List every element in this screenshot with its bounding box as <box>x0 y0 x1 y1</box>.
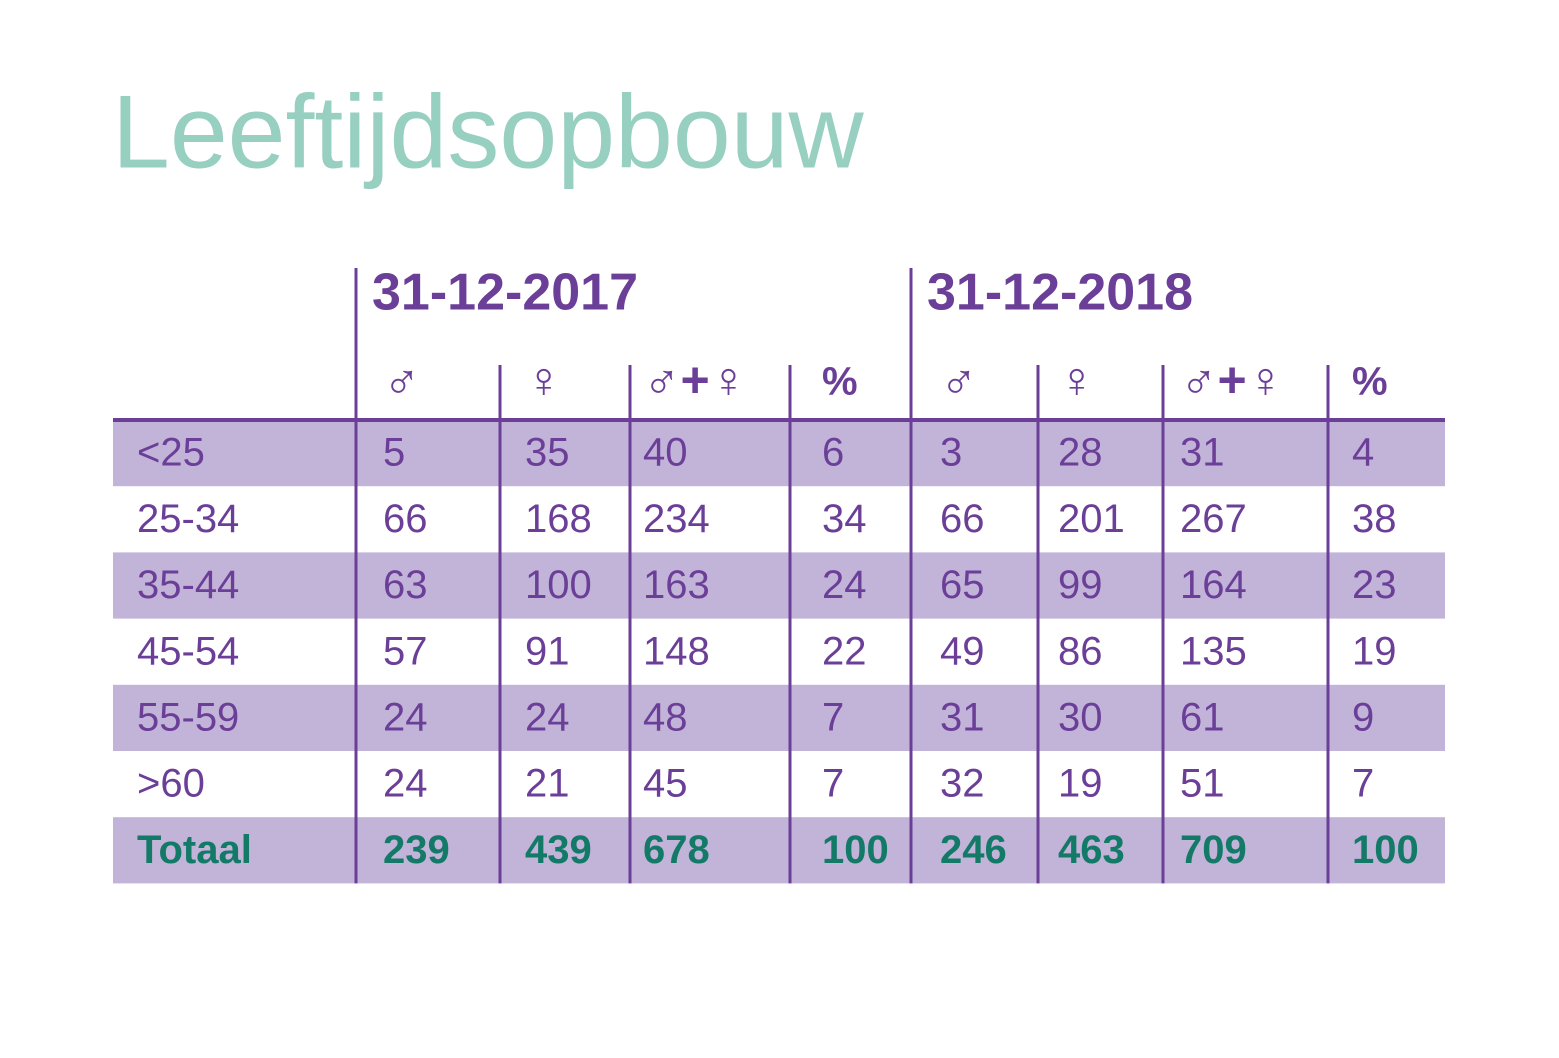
cell: 7 <box>1352 762 1374 806</box>
cell: 28 <box>1058 431 1103 475</box>
cell: 19 <box>1352 629 1397 673</box>
cell: 57 <box>383 629 428 673</box>
cell: 24 <box>525 695 570 739</box>
cell: 7 <box>822 695 844 739</box>
column-header: ♂+♀ <box>1180 352 1284 408</box>
cell: 65 <box>940 563 985 607</box>
row-shade <box>113 552 1445 619</box>
cell: 86 <box>1058 629 1103 673</box>
total-cell: 678 <box>643 828 710 872</box>
cell: 35 <box>525 431 570 475</box>
cell: 267 <box>1180 497 1247 541</box>
cell: 48 <box>643 695 688 739</box>
cell: 66 <box>940 497 985 541</box>
cell: 25-34 <box>137 497 239 541</box>
cell: 40 <box>643 431 688 475</box>
cell: 5 <box>383 431 405 475</box>
column-header: % <box>822 360 858 404</box>
cell: 135 <box>1180 629 1247 673</box>
cell: 3 <box>940 431 962 475</box>
total-cell: 439 <box>525 828 592 872</box>
total-cell: 246 <box>940 828 1007 872</box>
cell: 31 <box>1180 431 1225 475</box>
total-cell: Totaal <box>137 828 252 872</box>
cell: 30 <box>1058 695 1103 739</box>
cell: 45-54 <box>137 629 239 673</box>
cell: 164 <box>1180 563 1247 607</box>
cell: 23 <box>1352 563 1397 607</box>
cell: 35-44 <box>137 563 239 607</box>
cell: 24 <box>383 695 428 739</box>
column-header: ♂ <box>383 352 421 408</box>
cell: 45 <box>643 762 688 806</box>
row-shade <box>113 420 1445 487</box>
cell: 66 <box>383 497 428 541</box>
column-header: ♂ <box>940 352 978 408</box>
total-cell: 239 <box>383 828 450 872</box>
cell: 100 <box>525 563 592 607</box>
cell: >60 <box>137 762 205 806</box>
cell: 24 <box>822 563 867 607</box>
cell: <25 <box>137 431 205 475</box>
total-cell: 463 <box>1058 828 1125 872</box>
cell: 9 <box>1352 695 1374 739</box>
cell: 91 <box>525 629 570 673</box>
column-header: ♂+♀ <box>643 352 747 408</box>
cell: 22 <box>822 629 867 673</box>
total-cell: 100 <box>822 828 889 872</box>
column-header: ♀ <box>525 352 563 408</box>
cell: 168 <box>525 497 592 541</box>
cell: 34 <box>822 497 867 541</box>
cell: 19 <box>1058 762 1103 806</box>
cell: 148 <box>643 629 710 673</box>
cell: 61 <box>1180 695 1225 739</box>
cell: 31 <box>940 695 985 739</box>
cell: 49 <box>940 629 985 673</box>
cell: 38 <box>1352 497 1397 541</box>
cell: 51 <box>1180 762 1225 806</box>
group-header: 31-12-2017 <box>372 264 638 322</box>
column-header: % <box>1352 360 1388 404</box>
cell: 55-59 <box>137 695 239 739</box>
cell: 163 <box>643 563 710 607</box>
cell: 7 <box>822 762 844 806</box>
total-cell: 709 <box>1180 828 1247 872</box>
title: Leeftijdsopbouw <box>112 74 865 190</box>
row-shade <box>113 817 1445 884</box>
cell: 6 <box>822 431 844 475</box>
cell: 24 <box>383 762 428 806</box>
group-header: 31-12-2018 <box>927 264 1193 322</box>
cell: 4 <box>1352 431 1374 475</box>
column-header: ♀ <box>1058 352 1096 408</box>
row-shade <box>113 684 1445 751</box>
cell: 234 <box>643 497 710 541</box>
cell: 21 <box>525 762 570 806</box>
cell: 32 <box>940 762 985 806</box>
cell: 63 <box>383 563 428 607</box>
total-cell: 100 <box>1352 828 1419 872</box>
cell: 99 <box>1058 563 1103 607</box>
cell: 201 <box>1058 497 1125 541</box>
